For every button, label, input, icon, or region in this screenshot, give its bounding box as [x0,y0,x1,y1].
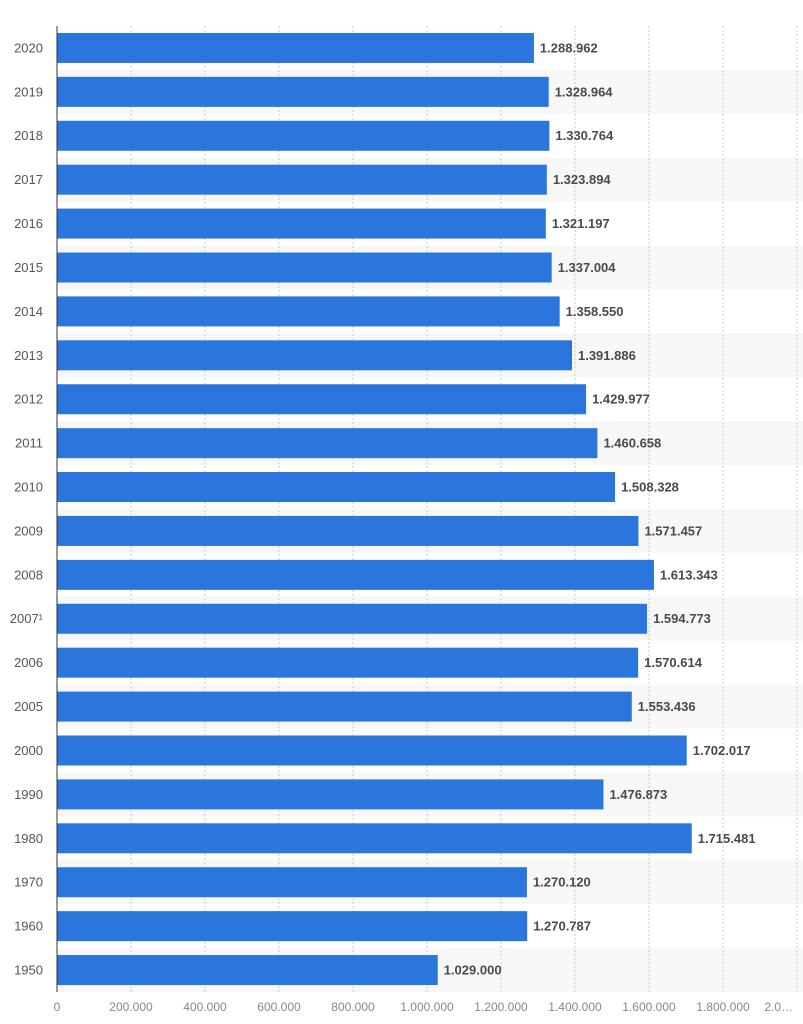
y-tick-label: 2007¹ [10,611,44,626]
bar [57,252,552,283]
bar [57,735,687,766]
y-tick-label: 2016 [14,216,43,231]
bar [57,340,572,371]
value-label: 1.358.550 [566,304,624,319]
value-label: 1.476.873 [609,787,667,802]
bar [57,384,587,415]
y-tick-label: 2020 [14,40,43,55]
value-label: 1.288.962 [540,40,598,55]
y-tick-label: 2015 [14,260,43,275]
x-tick-label: 800.000 [331,1000,375,1014]
value-label: 1.460.658 [603,436,661,451]
bar [57,955,438,986]
bar [57,164,547,195]
y-tick-label: 2008 [14,567,43,582]
y-tick-label: 2011 [15,436,43,451]
x-tick-label: 400.000 [183,1000,227,1014]
bar [57,296,560,327]
x-tick-label: 1.200.000 [474,1000,528,1014]
x-tick-label: 200.000 [109,1000,153,1014]
y-tick-label: 1970 [14,875,43,890]
bar [57,823,692,854]
y-tick-label: 2013 [14,348,43,363]
bar [57,603,648,634]
value-label: 1.330.764 [555,128,614,143]
bar [57,32,534,63]
bar [57,779,604,810]
x-tick-label: 2.0… [764,1000,793,1014]
bar [57,472,616,503]
value-label: 1.323.894 [553,172,612,187]
value-label: 1.270.787 [533,919,591,934]
value-label: 1.321.197 [552,216,610,231]
bar [57,76,549,107]
y-tick-label: 2019 [14,84,43,99]
x-tick-label: 1.800.000 [696,1000,750,1014]
y-tick-label: 2006 [14,655,43,670]
y-tick-label: 2014 [14,304,43,319]
y-tick-label: 2000 [14,743,43,758]
bar [57,911,528,942]
y-tick-label: 2005 [14,699,43,714]
value-label: 1.337.004 [558,260,617,275]
y-tick-label: 2010 [14,479,43,494]
value-label: 1.270.120 [533,875,591,890]
y-tick-label: 1990 [14,787,43,802]
y-tick-label: 2017 [14,172,43,187]
y-tick-label: 1980 [14,831,43,846]
y-tick-label: 2012 [14,392,43,407]
x-tick-label: 1.000.000 [400,1000,454,1014]
bar [57,867,527,898]
x-tick-label: 600.000 [257,1000,301,1014]
value-label: 1.570.614 [644,655,703,670]
value-label: 1.029.000 [444,962,502,977]
y-tick-label: 1950 [14,962,43,977]
bar [57,428,598,459]
bar [57,208,546,239]
y-tick-label: 2009 [14,523,43,538]
bar [57,559,654,590]
value-label: 1.594.773 [653,611,711,626]
y-tick-label: 2018 [14,128,43,143]
value-label: 1.571.457 [644,523,702,538]
bar [57,120,550,151]
value-label: 1.715.481 [698,831,756,846]
bar [57,515,639,546]
value-label: 1.553.436 [638,699,696,714]
value-label: 1.702.017 [693,743,751,758]
value-label: 1.391.886 [578,348,636,363]
value-label: 1.613.343 [660,567,718,582]
value-label: 1.328.964 [555,84,614,99]
bar [57,691,632,722]
x-tick-label: 1.600.000 [622,1000,676,1014]
bar [57,647,639,678]
y-tick-label: 1960 [14,919,43,934]
x-tick-label: 1.400.000 [548,1000,602,1014]
x-tick-label: 0 [54,1000,61,1014]
value-label: 1.508.328 [621,479,679,494]
value-label: 1.429.977 [592,392,650,407]
